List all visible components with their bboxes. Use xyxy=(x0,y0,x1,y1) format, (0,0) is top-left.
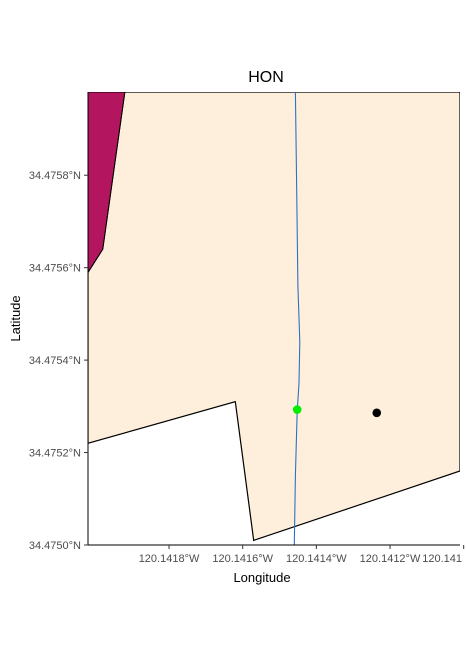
x-tick-label: 120.1416°W xyxy=(212,553,273,565)
x-tick-label: 120.141 xyxy=(422,553,462,565)
river-line xyxy=(293,92,301,545)
land-polygon xyxy=(88,92,460,542)
y-tick-label: 34.4752°N xyxy=(29,448,81,460)
x-tick-label: 120.1414°W xyxy=(286,553,347,565)
x-tick-label: 120.1412°W xyxy=(360,553,421,565)
plot-title: HON xyxy=(248,69,284,86)
x-axis-title: Longitude xyxy=(233,570,290,585)
y-axis-title: Latitude xyxy=(8,295,23,341)
x-tick-label: 120.1418°W xyxy=(139,553,200,565)
magenta-region-polygon xyxy=(88,92,126,274)
y-tick-label: 34.4750°N xyxy=(29,540,81,552)
axes: 120.1418°W 120.1416°W 120.1414°W 120.1412°W… xyxy=(29,92,465,565)
y-tick-label: 34.4758°N xyxy=(29,170,81,182)
green-point xyxy=(292,405,302,414)
black-point xyxy=(372,408,382,418)
y-tick-label: 34.4754°N xyxy=(29,355,81,367)
map-panel xyxy=(88,92,460,545)
y-tick-label: 34.4756°N xyxy=(29,263,81,275)
